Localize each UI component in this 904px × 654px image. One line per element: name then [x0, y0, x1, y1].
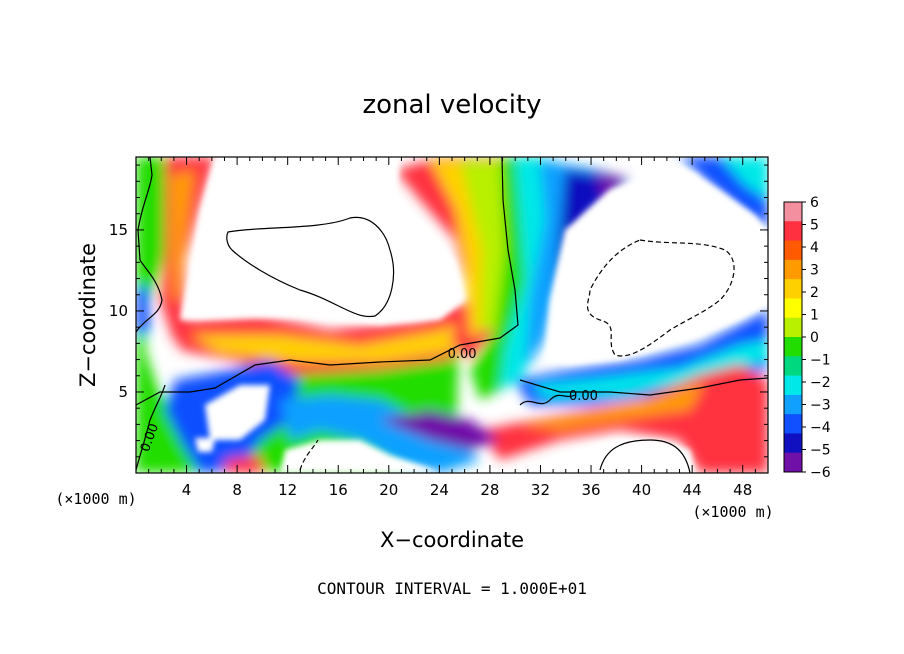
contour-label: 0.00 [448, 347, 477, 362]
colorbar-tick-label: 2 [810, 285, 819, 301]
colorbar-swatch [784, 317, 802, 338]
x-tick-label: 44 [683, 481, 702, 499]
contour-label: 0.00 [569, 389, 598, 404]
colorbar-tick-label: −3 [810, 398, 831, 414]
colorbar-tick-label: −4 [810, 420, 831, 436]
x-tick-label: 48 [733, 481, 752, 499]
colorbar-swatch [784, 221, 802, 242]
y-axis-label: Z−coordinate [76, 243, 100, 387]
colorbar-swatch [784, 298, 802, 319]
colorbar-tick-label: 1 [810, 308, 819, 324]
colorbar-swatch [784, 356, 802, 377]
velocity-field: 0.000.000.00 [136, 157, 768, 473]
chart-title: zonal velocity [362, 90, 541, 120]
x-unit-left: (×1000 m) [55, 490, 136, 508]
colorbar-tick-label: 6 [810, 195, 819, 211]
colorbar-tick-label: 0 [810, 330, 819, 346]
x-unit-right: (×1000 m) [692, 503, 773, 521]
colorbar-swatch [784, 259, 802, 280]
colorbar-tick-label: 5 [810, 218, 819, 234]
colorbar-tick-label: −1 [810, 353, 831, 369]
contour-interval-note: CONTOUR INTERVAL = 1.000E+01 [317, 579, 587, 598]
colorbar-tick-label: −5 [810, 443, 831, 459]
y-tick-label: 5 [118, 383, 128, 401]
colorbar: 6 5 4 3 2 1 0 −1 −2 −3 −4 −5 −6 [783, 195, 831, 481]
x-tick-label: 8 [232, 481, 242, 499]
x-tick-label: 40 [632, 481, 651, 499]
x-tick-label: 4 [182, 481, 192, 499]
colorbar-swatch [784, 433, 802, 454]
colorbar-tick-label: 4 [810, 240, 819, 256]
y-tick-label: 15 [109, 221, 128, 239]
colorbar-swatch [784, 202, 802, 222]
x-tick-label: 16 [329, 481, 348, 499]
x-axis-label: X−coordinate [380, 528, 524, 552]
colorbar-swatch [784, 394, 802, 415]
y-tick-label: 10 [109, 302, 128, 320]
x-tick-label: 32 [531, 481, 550, 499]
colorbar-swatch [784, 452, 802, 473]
colorbar-tick-label: −2 [810, 375, 831, 391]
x-tick-label: 36 [581, 481, 600, 499]
colorbar-tick-label: 3 [810, 263, 819, 279]
x-tick-label: 24 [430, 481, 449, 499]
colorbar-swatch [784, 375, 802, 396]
x-tick-label: 12 [278, 481, 297, 499]
colorbar-swatch [784, 414, 802, 434]
colorbar-swatch [784, 240, 802, 261]
colorbar-tick-label: −6 [810, 465, 831, 481]
x-tick-label: 28 [480, 481, 499, 499]
x-tick-label: 20 [379, 481, 398, 499]
colorbar-swatch [784, 279, 802, 299]
colorbar-swatch [784, 337, 802, 357]
